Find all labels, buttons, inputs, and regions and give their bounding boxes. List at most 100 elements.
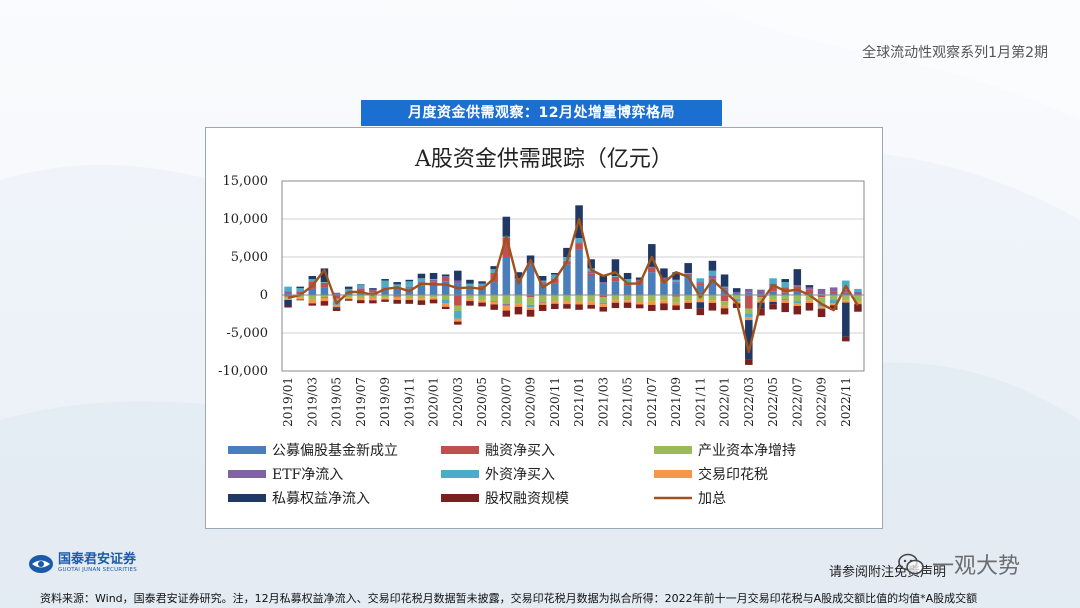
bar-equity — [817, 309, 826, 318]
bar-industry — [454, 305, 462, 311]
bar-industry — [417, 295, 426, 299]
bar-fund — [429, 284, 438, 295]
bar-private — [805, 285, 814, 288]
bar-industry — [526, 297, 535, 305]
bar-stamp — [623, 300, 632, 303]
bar-industry — [854, 295, 862, 302]
bar-equity — [708, 302, 717, 311]
x-tick-label: 2019/05 — [330, 377, 344, 427]
bar-etf — [538, 301, 547, 303]
x-tick-label: 2019/09 — [378, 377, 392, 427]
bar-etf — [502, 304, 511, 306]
bar-stamp — [284, 298, 292, 300]
bar-private — [429, 272, 438, 280]
bar-margin — [696, 283, 705, 286]
x-tick-label: 2022/03 — [742, 377, 756, 427]
bar-industry — [502, 295, 511, 305]
bar-margin — [575, 243, 583, 250]
bar-stamp — [551, 301, 559, 304]
bar-etf — [793, 285, 802, 287]
bar-etf — [805, 287, 814, 290]
bar-private — [381, 279, 389, 281]
bar-etf — [854, 291, 862, 295]
bar-etf — [296, 291, 304, 292]
bar-margin — [357, 288, 365, 292]
bar-etf — [684, 273, 692, 275]
chart-title: A股资金供需跟踪（亿元） — [414, 147, 673, 172]
bar-stamp — [696, 299, 705, 303]
bar-etf — [842, 289, 850, 292]
bar-stamp — [575, 301, 583, 305]
bar-foreign — [732, 298, 741, 302]
bar-foreign — [369, 297, 377, 299]
x-tick-label: 2021/05 — [621, 377, 635, 427]
bar-private — [745, 320, 753, 360]
bar-etf — [429, 279, 438, 282]
bar-stamp — [563, 301, 571, 305]
x-tick-label: 2022/09 — [815, 377, 829, 427]
bar-fund — [502, 257, 511, 295]
bar-etf — [781, 299, 789, 301]
bar-stamp — [308, 299, 317, 304]
bar-equity — [563, 304, 571, 309]
x-tick-label: 2020/03 — [451, 377, 465, 427]
bar-equity — [454, 321, 462, 325]
bar-foreign — [478, 283, 486, 286]
bar-stamp — [781, 300, 789, 303]
chart-legend: 公募偏股基金新成立 融资净买入 产业资本净增持 ETF净流入 外资净买入 交易印花税私募权… — [228, 442, 796, 507]
bar-stamp — [296, 297, 304, 300]
chart-panel: A股资金供需跟踪（亿元） 15,000 10,000 5,000 0 -5,000 -10… — [205, 127, 883, 529]
bar-private — [369, 288, 377, 290]
bar-industry — [732, 295, 741, 299]
bar-fund — [538, 283, 547, 295]
bar-foreign — [672, 279, 680, 283]
bar-foreign — [320, 282, 329, 283]
bar-etf — [745, 288, 753, 293]
bar-foreign — [526, 304, 535, 308]
bar-etf — [817, 288, 826, 295]
bar-industry — [320, 295, 329, 298]
bar-equity — [842, 336, 850, 342]
chart-axes: 15,000 10,000 5,000 0 -5,000 -10,000 2019/01 20… — [218, 174, 865, 427]
bar-fund — [514, 279, 523, 295]
bar-private — [793, 269, 802, 286]
bar-equity — [648, 304, 656, 311]
bar-foreign — [405, 281, 414, 287]
bar-equity — [357, 300, 365, 304]
bar-margin — [296, 291, 304, 295]
bar-foreign — [684, 272, 692, 274]
bar-private — [551, 272, 559, 275]
legend-swatch-private — [228, 494, 266, 502]
bar-equity — [344, 299, 353, 301]
bar-industry — [708, 295, 717, 301]
bar-foreign — [708, 270, 717, 276]
bar-private — [672, 272, 680, 280]
bar-foreign — [720, 286, 729, 288]
bar-foreign — [308, 279, 317, 282]
x-tick-label: 2020/07 — [499, 377, 513, 427]
x-tick-label: 2019/01 — [281, 377, 295, 427]
bar-private — [696, 302, 705, 309]
bar-stamp — [454, 318, 462, 322]
bar-margin — [551, 279, 559, 284]
bar-margin — [369, 290, 377, 293]
bar-margin — [320, 282, 329, 288]
x-tick-label: 2019/11 — [402, 377, 416, 427]
bar-private — [284, 299, 292, 307]
bar-fund — [745, 292, 753, 295]
bar-equity — [405, 300, 414, 304]
bar-fund — [587, 276, 595, 295]
bar-foreign — [575, 238, 583, 243]
bar-equity — [781, 302, 789, 313]
bar-foreign — [441, 299, 450, 304]
bar-fund — [332, 293, 341, 295]
bar-equity — [793, 306, 802, 315]
bar-industry — [393, 296, 401, 299]
x-tick-label: 2020/09 — [524, 377, 538, 427]
source-note: 资料来源：Wind，国泰君安证券研究。注，12月私募权益净流入、交易印花税月数据… — [40, 592, 978, 605]
y-tick-label: 5,000 — [231, 250, 268, 265]
legend-swatch-margin — [441, 446, 479, 454]
x-tick-label: 2020/11 — [548, 377, 562, 427]
bar-foreign — [551, 274, 559, 279]
bar-stamp — [842, 300, 850, 303]
